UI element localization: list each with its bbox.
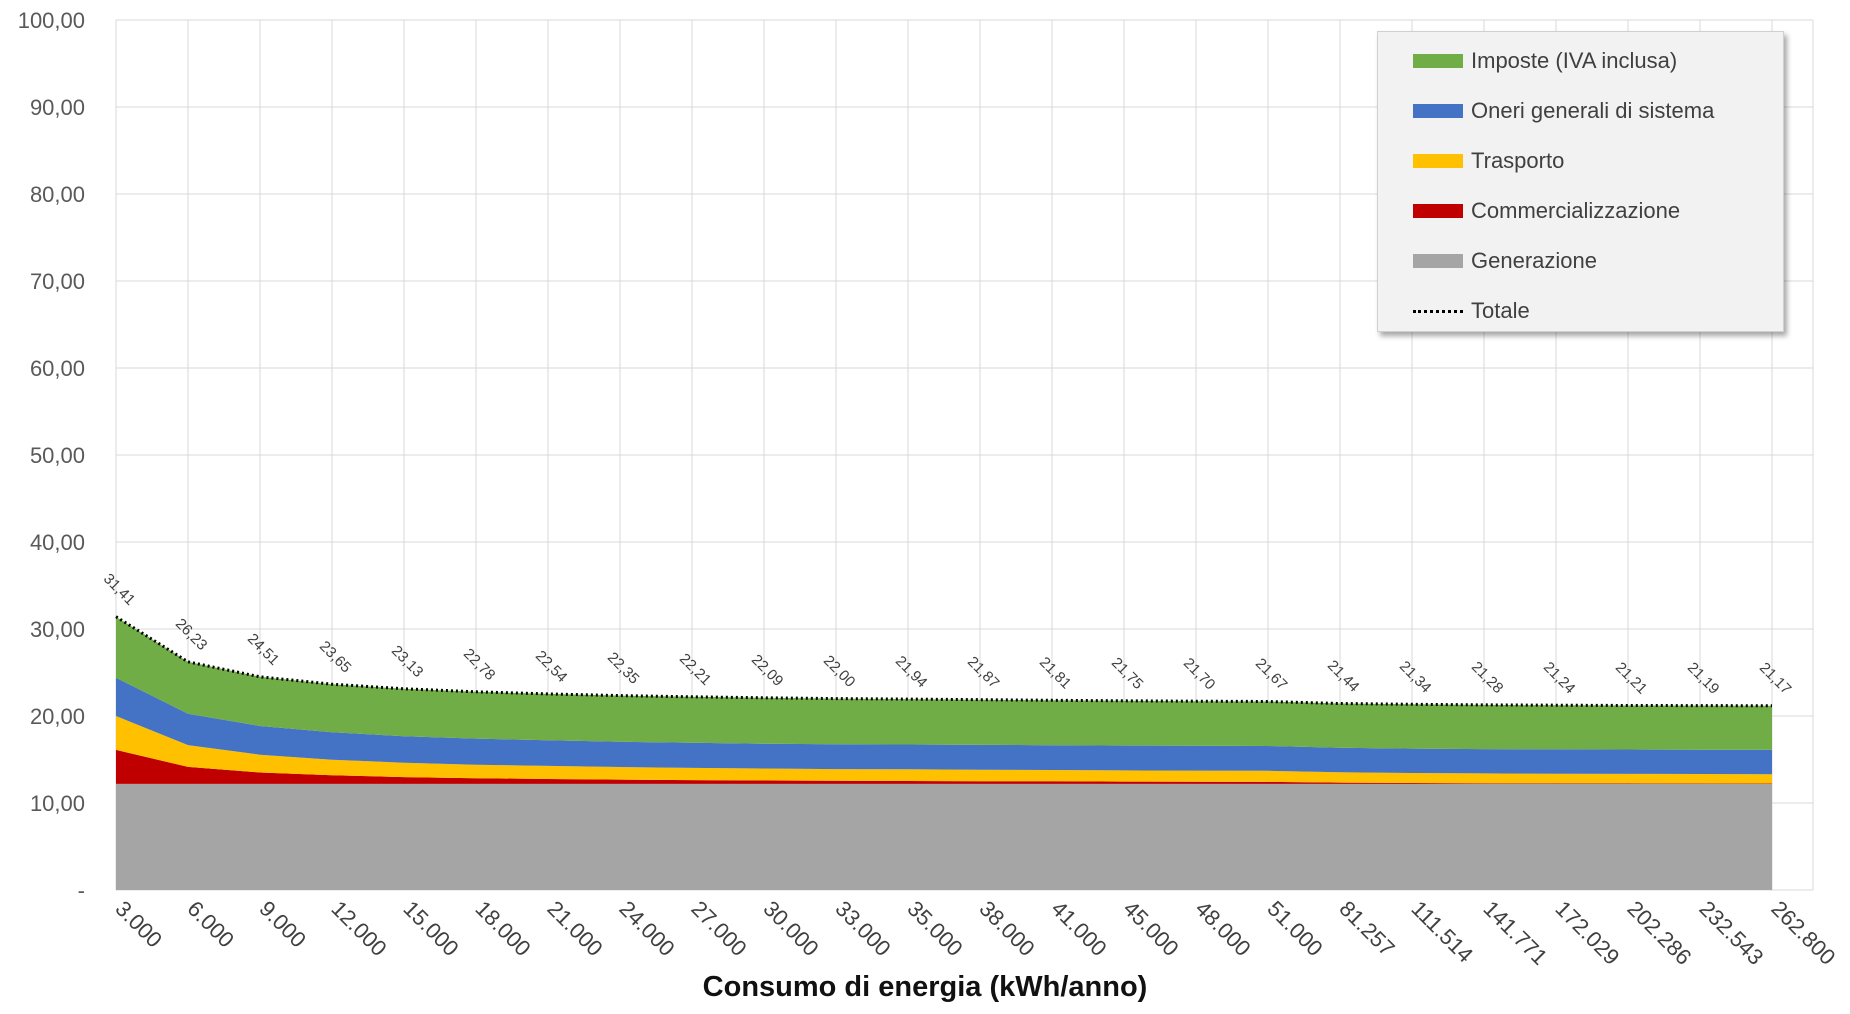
total-data-label: 22,09 bbox=[748, 651, 787, 690]
legend-item: Totale bbox=[1413, 296, 1530, 326]
x-tick-label: 141.771 bbox=[1478, 896, 1552, 970]
legend-line-marker bbox=[1413, 309, 1463, 313]
y-tick-label: 30,00 bbox=[30, 617, 85, 642]
legend-swatch bbox=[1413, 204, 1463, 218]
y-tick-label: 60,00 bbox=[30, 356, 85, 381]
total-data-label: 21,44 bbox=[1324, 657, 1363, 696]
legend-swatch bbox=[1413, 254, 1463, 268]
legend-swatch bbox=[1413, 54, 1463, 68]
legend-item: Trasporto bbox=[1413, 146, 1564, 176]
data-labels: 31,41 26,23 24,51 23,65 23,13 22,78 22,54 22,35… bbox=[100, 570, 1795, 698]
total-data-label: 21,87 bbox=[964, 653, 1003, 692]
total-data-label: 22,54 bbox=[532, 647, 571, 686]
total-data-label: 21,19 bbox=[1684, 659, 1723, 698]
x-tick-label: 12.000 bbox=[326, 896, 391, 961]
x-tick-label: 202.286 bbox=[1622, 896, 1696, 970]
x-tick-label: 3.000 bbox=[110, 896, 167, 953]
x-tick-label: 6.000 bbox=[182, 896, 239, 953]
y-tick-label: 80,00 bbox=[30, 182, 85, 207]
total-line bbox=[115, 615, 1773, 708]
x-tick-label: 24.000 bbox=[614, 896, 679, 961]
x-tick-label: 27.000 bbox=[686, 896, 751, 961]
total-data-label: 21,75 bbox=[1108, 654, 1147, 693]
total-data-label: 21,67 bbox=[1252, 655, 1291, 694]
total-data-label: 22,78 bbox=[460, 645, 499, 684]
legend-item: Commercializzazione bbox=[1413, 196, 1680, 226]
area-commercializzazione bbox=[116, 749, 1772, 784]
x-tick-label: 262.800 bbox=[1766, 896, 1840, 970]
area-trasporto bbox=[116, 716, 1772, 784]
total-data-label: 21,34 bbox=[1396, 658, 1435, 697]
x-tick-label: 35.000 bbox=[902, 896, 967, 961]
total-data-label: 21,70 bbox=[1180, 655, 1219, 694]
total-data-label: 22,21 bbox=[676, 650, 715, 689]
x-tick-label: 33.000 bbox=[830, 896, 895, 961]
chart-areas bbox=[116, 616, 1772, 890]
area-generazione bbox=[116, 783, 1772, 890]
total-data-label: 22,00 bbox=[820, 652, 859, 691]
x-tick-label: 111.514 bbox=[1406, 896, 1478, 968]
legend-label: Generazione bbox=[1471, 248, 1597, 273]
x-tick-label: 9.000 bbox=[254, 896, 311, 953]
y-tick-label: 10,00 bbox=[30, 791, 85, 816]
y-tick-label: 90,00 bbox=[30, 95, 85, 120]
x-tick-label: 45.000 bbox=[1118, 896, 1183, 961]
x-tick-label: 81.257 bbox=[1334, 896, 1399, 961]
x-tick-label: 232.543 bbox=[1694, 896, 1768, 970]
legend-label: Totale bbox=[1471, 298, 1530, 323]
y-tick-label: 100,00 bbox=[18, 8, 85, 33]
x-tick-label: 38.000 bbox=[974, 896, 1039, 961]
y-tick-label: 40,00 bbox=[30, 530, 85, 555]
legend-label: Trasporto bbox=[1471, 148, 1565, 173]
x-tick-label: 172.029 bbox=[1550, 896, 1624, 970]
x-axis-label: Consumo di energia (kWh/anno) bbox=[703, 971, 1148, 1003]
legend-label: Imposte (IVA inclusa) bbox=[1471, 48, 1678, 73]
total-data-label: 21,17 bbox=[1756, 659, 1795, 698]
area-oneri-generali-di-sistema bbox=[116, 677, 1772, 775]
y-tick-label: 20,00 bbox=[30, 704, 85, 729]
area-imposte-iva-inclusa bbox=[116, 616, 1772, 750]
total-data-label: 26,23 bbox=[172, 615, 211, 654]
total-data-label: 31,41 bbox=[100, 570, 139, 609]
total-data-label: 23,65 bbox=[316, 638, 355, 677]
total-data-label: 21,21 bbox=[1612, 659, 1651, 698]
x-tick-label: 15.000 bbox=[398, 896, 463, 961]
y-tick-label: - bbox=[78, 878, 85, 903]
y-axis-ticks: - 10,00 20,00 30,00 40,00 50,00 60,00 70,00 80,0… bbox=[18, 8, 85, 903]
x-tick-label: 18.000 bbox=[470, 896, 535, 961]
legend-swatch bbox=[1413, 104, 1463, 118]
legend-item: Oneri generali di sistema bbox=[1413, 96, 1714, 126]
total-data-label: 22,35 bbox=[604, 649, 643, 688]
legend-label: Oneri generali di sistema bbox=[1471, 98, 1715, 123]
x-axis-ticks: 3.000 6.000 9.000 12.000 15.000 18.000 21.000 2… bbox=[110, 896, 1840, 970]
y-tick-label: 70,00 bbox=[30, 269, 85, 294]
total-line-group bbox=[115, 615, 1773, 708]
x-tick-label: 30.000 bbox=[758, 896, 823, 961]
x-tick-label: 48.000 bbox=[1190, 896, 1255, 961]
x-tick-label: 21.000 bbox=[542, 896, 607, 961]
total-data-label: 23,13 bbox=[388, 642, 427, 681]
legend-swatch bbox=[1413, 154, 1463, 168]
total-data-label: 21,94 bbox=[892, 653, 931, 692]
total-data-label: 21,28 bbox=[1468, 658, 1507, 697]
legend-item: Generazione bbox=[1413, 246, 1597, 276]
x-tick-label: 51.000 bbox=[1262, 896, 1327, 961]
legend-item: Imposte (IVA inclusa) bbox=[1413, 46, 1677, 76]
total-data-label: 21,24 bbox=[1540, 659, 1579, 698]
x-tick-label: 41.000 bbox=[1046, 896, 1111, 961]
chart-legend: Imposte (IVA inclusa) Oneri generali di s… bbox=[1377, 31, 1784, 332]
total-data-label: 24,51 bbox=[244, 630, 283, 669]
total-data-label: 21,81 bbox=[1036, 654, 1075, 693]
y-tick-label: 50,00 bbox=[30, 443, 85, 468]
legend-label: Commercializzazione bbox=[1471, 198, 1681, 223]
